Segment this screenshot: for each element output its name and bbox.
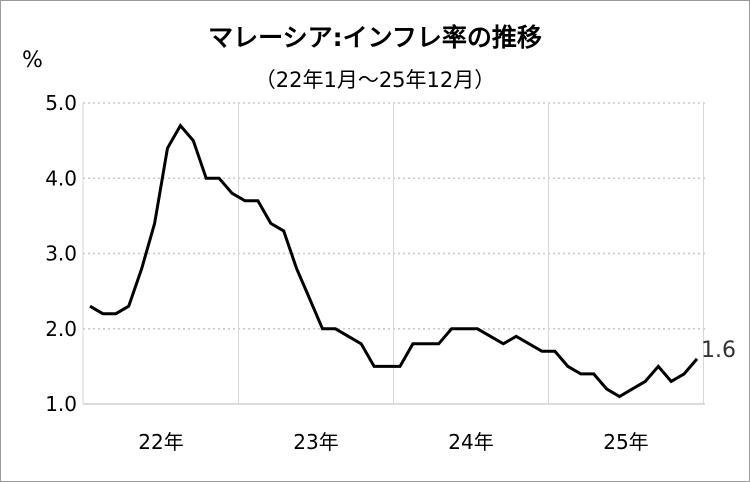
x-tick-label: 24年 bbox=[448, 430, 493, 454]
y-tick-label: 5.0 bbox=[45, 91, 77, 115]
end-value-label: 1.6 bbox=[701, 338, 736, 363]
inflation-line bbox=[89, 123, 699, 399]
y-tick-label: 1.0 bbox=[45, 392, 77, 416]
y-tick-label: 2.0 bbox=[45, 317, 77, 341]
y-tick-label: 3.0 bbox=[45, 242, 77, 266]
x-tick-label: 25年 bbox=[603, 430, 648, 454]
y-tick-label: 4.0 bbox=[45, 166, 77, 190]
x-tick-label: 22年 bbox=[138, 430, 183, 454]
y-axis-unit: % bbox=[22, 48, 43, 73]
chart-title: マレーシア:インフレ率の推移 bbox=[208, 23, 542, 52]
x-tick-label: 23年 bbox=[293, 430, 338, 454]
chart-subtitle: （22年1月～25年12月） bbox=[254, 68, 496, 92]
